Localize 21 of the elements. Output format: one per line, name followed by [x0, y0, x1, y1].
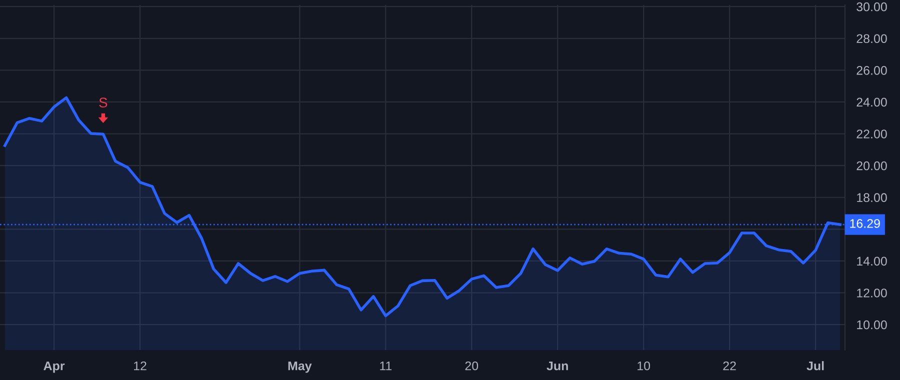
ref-line-label: 16.29 — [850, 219, 880, 228]
x-tick-label: 11 — [380, 362, 392, 370]
x-tick-label: Apr — [44, 362, 65, 373]
x-tick-label: 12 — [134, 361, 146, 370]
y-tick-label: 26.00 — [856, 66, 887, 75]
x-tick-label: Jun — [546, 362, 568, 370]
x-tick-label: 22 — [723, 361, 736, 370]
y-tick-label: 12.00 — [857, 288, 887, 298]
y-tick-label: 22.00 — [856, 130, 887, 138]
y-tick-label: 28.00 — [856, 34, 887, 44]
x-tick-label: 10 — [638, 361, 650, 370]
y-tick-label: 30.00 — [856, 2, 887, 12]
annotation: S — [99, 98, 108, 108]
y-tick-label: 20.00 — [856, 161, 887, 170]
y-tick-label: 24.00 — [856, 98, 887, 107]
y-tick-label: 14.00 — [857, 256, 887, 266]
x-tick-label: 20 — [465, 361, 478, 370]
y-tick-label: 10.00 — [857, 320, 887, 330]
x-tick-label: May — [288, 362, 312, 373]
y-tick-label: 18.00 — [857, 193, 887, 202]
x-tick-label: Jul — [806, 361, 824, 370]
